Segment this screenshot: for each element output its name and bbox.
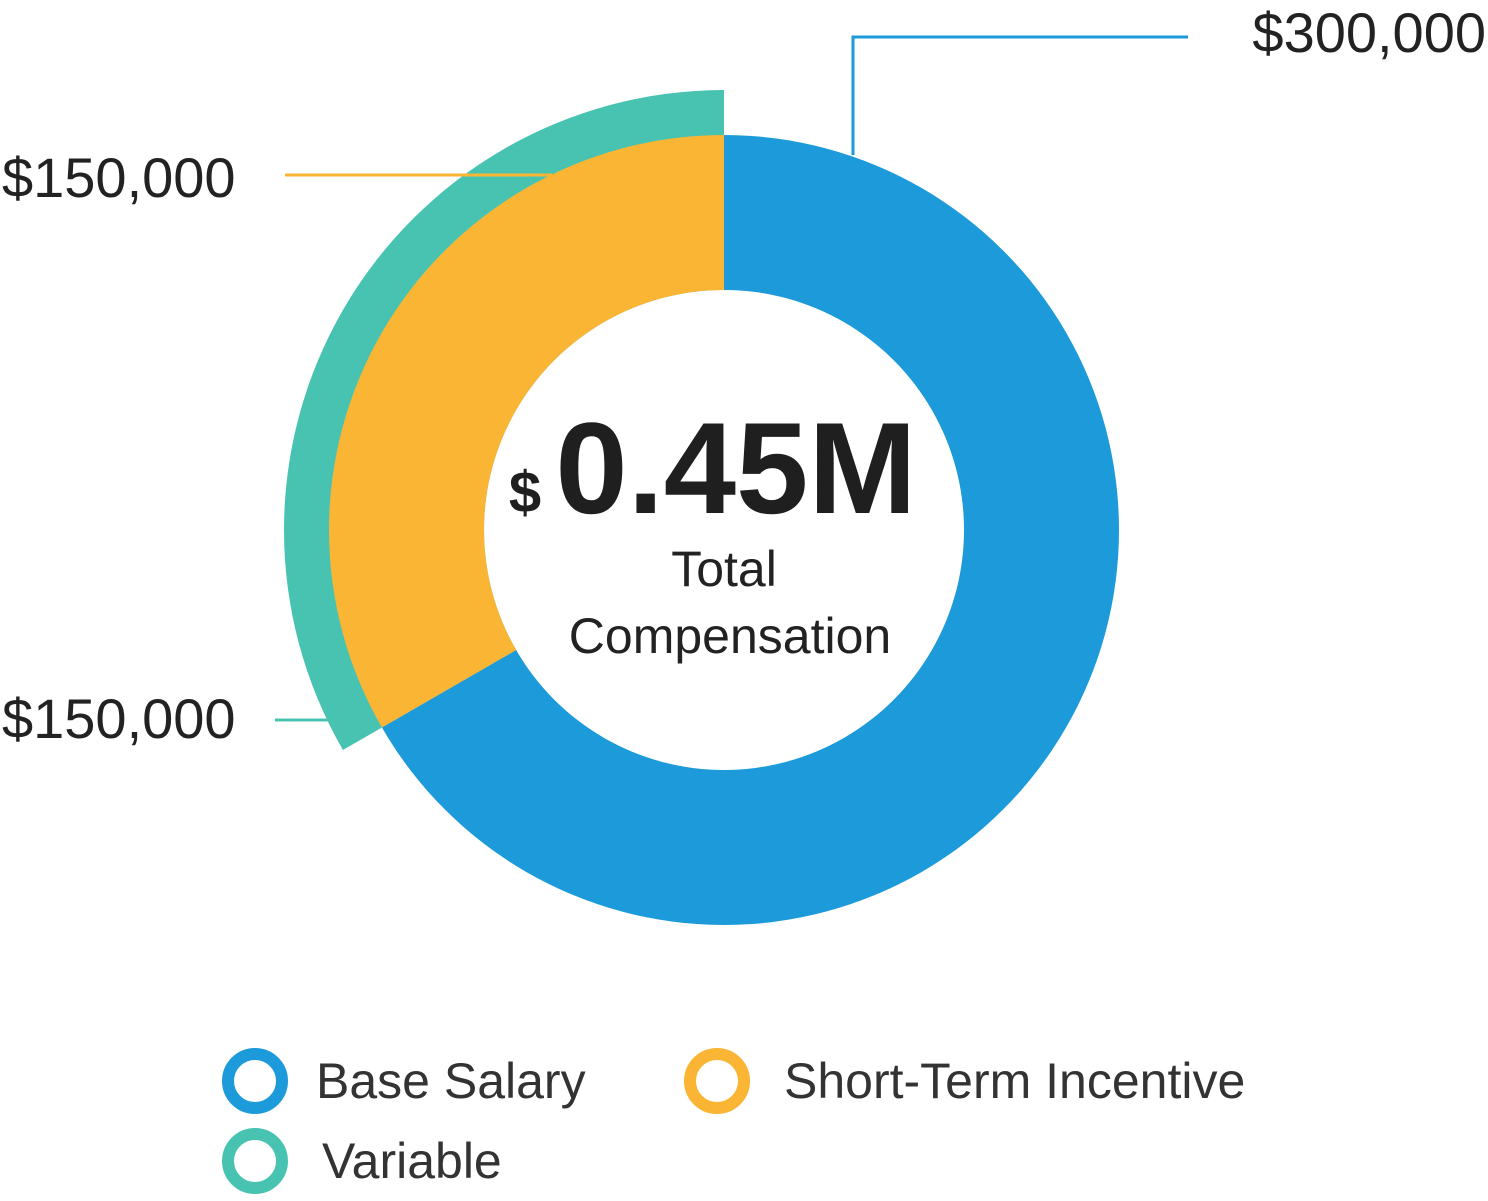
center-label-line1: Total	[671, 541, 777, 597]
center-currency-symbol: $	[509, 460, 541, 525]
legend-swatch-variable	[222, 1128, 288, 1194]
legend-label-variable: Variable	[322, 1133, 502, 1189]
legend-item-base-salary: Base Salary	[222, 1048, 586, 1114]
slice-short-term-incentive	[329, 135, 724, 728]
legend-swatch-base-salary	[222, 1048, 288, 1114]
legend-swatch-short-term-incentive	[684, 1048, 750, 1114]
legend: Base Salary Short-Term Incentive Variabl…	[222, 1048, 1422, 1198]
center-total-value: 0.45M	[555, 395, 916, 541]
legend-item-variable: Variable	[222, 1128, 502, 1194]
slice-base-salary	[381, 135, 1120, 925]
data-label-base-salary: $300,000	[1252, 1, 1486, 64]
data-label-variable: $150,000	[2, 687, 236, 750]
legend-label-short-term-incentive: Short-Term Incentive	[784, 1053, 1246, 1109]
center-label-line2: Compensation	[569, 608, 891, 664]
legend-label-base-salary: Base Salary	[316, 1053, 586, 1109]
leader-line-base-salary	[851, 35, 1188, 155]
legend-item-short-term-incentive: Short-Term Incentive	[684, 1048, 1245, 1114]
data-label-short-term-incentive: $150,000	[2, 146, 236, 209]
